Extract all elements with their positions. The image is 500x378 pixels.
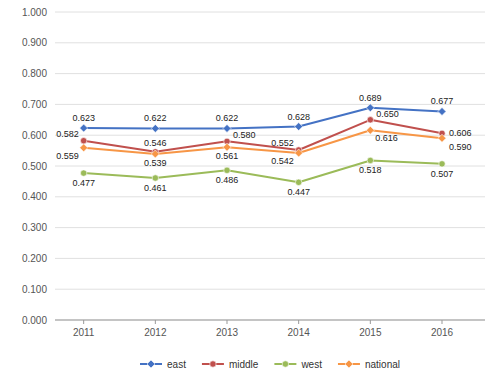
data-label: 0.539 — [144, 158, 167, 168]
data-label: 0.622 — [216, 113, 239, 123]
point-marker — [367, 157, 373, 163]
y-tick-label: 0.400 — [22, 191, 47, 202]
data-label: 0.582 — [56, 129, 79, 139]
x-tick-label: 2015 — [359, 327, 382, 338]
point-marker — [223, 143, 231, 151]
x-tick-label: 2011 — [73, 327, 95, 338]
point-marker — [295, 149, 303, 157]
x-tick — [298, 320, 299, 324]
series-line — [84, 130, 442, 154]
point-marker — [439, 161, 445, 167]
point-marker — [223, 124, 231, 132]
data-label: 0.616 — [375, 133, 398, 143]
point-marker — [224, 167, 230, 173]
chart: 0.000 0.100 0.200 0.300 0.400 0.500 0.600 0.700… — [0, 0, 500, 378]
point-marker — [152, 175, 158, 181]
x-tick-label: 2013 — [216, 327, 239, 338]
point-marker — [80, 170, 86, 176]
legend-label: national — [365, 359, 400, 370]
legend-label: middle — [229, 359, 259, 370]
grid-line — [55, 73, 485, 74]
data-label: 0.677 — [431, 96, 454, 106]
data-labels: 0.623 0.622 0.622 0.628 0.689 0.677 0.582 0.546… — [56, 93, 471, 198]
y-tick-label: 0.800 — [22, 68, 47, 79]
series-line — [84, 160, 442, 182]
grid-line — [55, 258, 485, 259]
data-label: 0.623 — [72, 113, 95, 123]
x-tick — [227, 320, 228, 324]
legend-item: east — [140, 359, 186, 370]
data-label: 0.559 — [56, 151, 79, 161]
grid-line — [55, 196, 485, 197]
x-tick — [442, 320, 443, 324]
point-marker — [80, 144, 88, 152]
point-marker — [366, 126, 374, 134]
data-label: 0.447 — [287, 187, 310, 197]
legend-marker — [282, 361, 288, 367]
x-tick — [370, 320, 371, 324]
legend-marker — [345, 360, 353, 368]
y-tick-label: 0.200 — [22, 253, 47, 264]
x-tick-label: 2014 — [288, 327, 311, 338]
point-marker — [295, 179, 301, 185]
grid-line — [55, 166, 485, 167]
y-tick-label: 0.600 — [22, 130, 47, 141]
x-tick-label: 2012 — [144, 327, 167, 338]
point-marker — [151, 124, 159, 132]
legend-item: national — [338, 359, 400, 370]
grid-line — [55, 227, 485, 228]
series-line — [84, 120, 442, 152]
legend-marker — [210, 361, 216, 367]
grid-line — [55, 104, 485, 105]
data-label: 0.518 — [359, 165, 382, 175]
data-label: 0.628 — [287, 112, 310, 122]
data-label: 0.552 — [271, 138, 294, 148]
data-label: 0.542 — [271, 156, 294, 166]
legend: east middle west national — [140, 359, 400, 370]
point-marker — [366, 104, 374, 112]
legend-label: east — [167, 359, 186, 370]
series-line — [84, 108, 442, 129]
point-marker — [295, 123, 303, 131]
grid-line — [55, 12, 485, 13]
y-tick-label: 0.100 — [22, 284, 47, 295]
y-tick-label: 0.700 — [22, 99, 47, 110]
point-marker — [151, 150, 159, 158]
y-tick-label: 1.000 — [22, 7, 47, 18]
grid-line — [55, 42, 485, 43]
data-label: 0.546 — [144, 138, 167, 148]
legend-item: west — [274, 359, 322, 370]
axes: 0.000 0.100 0.200 0.300 0.400 0.500 0.600 0.700… — [22, 7, 485, 339]
x-tick — [83, 320, 84, 324]
x-axis-line — [55, 320, 485, 321]
data-label: 0.689 — [359, 93, 382, 103]
y-tick-label: 0.500 — [22, 161, 47, 172]
data-label: 0.590 — [449, 142, 472, 152]
x-tick — [155, 320, 156, 324]
y-tick-label: 0.900 — [22, 37, 47, 48]
grid-line — [55, 289, 485, 290]
data-label: 0.477 — [72, 178, 95, 188]
data-label: 0.622 — [144, 113, 167, 123]
y-tick-label: 0.000 — [22, 315, 47, 326]
data-label: 0.561 — [216, 151, 239, 161]
legend-item: middle — [202, 359, 259, 370]
x-tick-label: 2016 — [431, 327, 454, 338]
plot-data — [80, 104, 446, 186]
legend-marker — [147, 360, 155, 368]
data-label: 0.580 — [233, 130, 256, 140]
y-tick-label: 0.300 — [22, 222, 47, 233]
point-marker — [438, 107, 446, 115]
point-marker — [438, 134, 446, 142]
data-label: 0.486 — [216, 175, 239, 185]
point-marker — [80, 138, 86, 144]
legend-label: west — [300, 359, 322, 370]
point-marker — [80, 124, 88, 132]
data-label: 0.650 — [376, 109, 399, 119]
data-label: 0.507 — [431, 169, 454, 179]
point-marker — [367, 117, 373, 123]
data-label: 0.461 — [144, 183, 167, 193]
data-label: 0.606 — [449, 128, 472, 138]
grid-line — [55, 320, 485, 321]
